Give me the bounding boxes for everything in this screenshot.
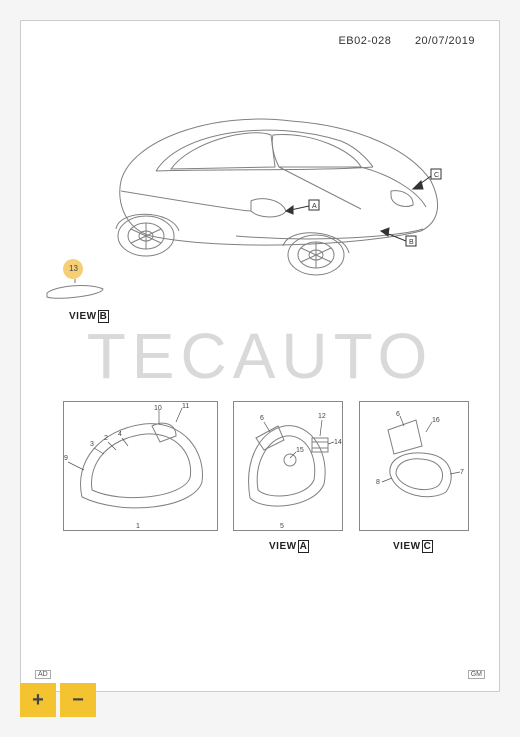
svg-text:2: 2 [104,435,108,442]
svg-text:6: 6 [396,411,400,418]
svg-text:16: 16 [432,417,440,424]
svg-text:5: 5 [280,523,284,530]
callout-13: 13 [69,264,78,273]
svg-text:8: 8 [376,479,380,486]
svg-text:15: 15 [296,447,304,454]
zoom-out-button[interactable]: − [60,683,96,717]
zoom-toolbar: + − [20,683,96,717]
badge-right: GM [468,670,485,679]
doc-date: 20/07/2019 [415,35,475,47]
panel-2: 6 12 14 15 5 [233,401,343,531]
view-b-label: VIEWB [69,311,109,322]
diagram-sheet: EB02-028 20/07/2019 TECAUTO [20,20,500,692]
view-c-label: VIEWC [393,541,433,552]
svg-text:1: 1 [136,523,140,530]
part-reflector [41,279,111,305]
svg-text:10: 10 [154,405,162,412]
doc-code: EB02-028 [338,35,391,47]
marker-b-letter: B [409,239,414,246]
svg-text:4: 4 [118,431,122,438]
svg-text:14: 14 [334,439,342,446]
marker-a-letter: A [312,203,317,210]
car-illustration: A C B [61,71,461,301]
svg-text:6: 6 [260,415,264,422]
panel-3: 6 16 7 8 [359,401,469,531]
view-a-label: VIEWA [269,541,309,552]
panel-1: 9 3 2 4 10 11 1 [63,401,218,531]
marker-c-letter: C [434,172,439,179]
zoom-in-button[interactable]: + [20,683,56,717]
badge-left: AD [35,670,51,679]
watermark: TECAUTO [87,319,434,393]
svg-text:9: 9 [64,455,68,462]
svg-text:12: 12 [318,413,326,420]
header: EB02-028 20/07/2019 [318,35,475,47]
svg-text:11: 11 [182,403,189,410]
svg-text:7: 7 [460,469,464,476]
svg-text:3: 3 [90,441,94,448]
